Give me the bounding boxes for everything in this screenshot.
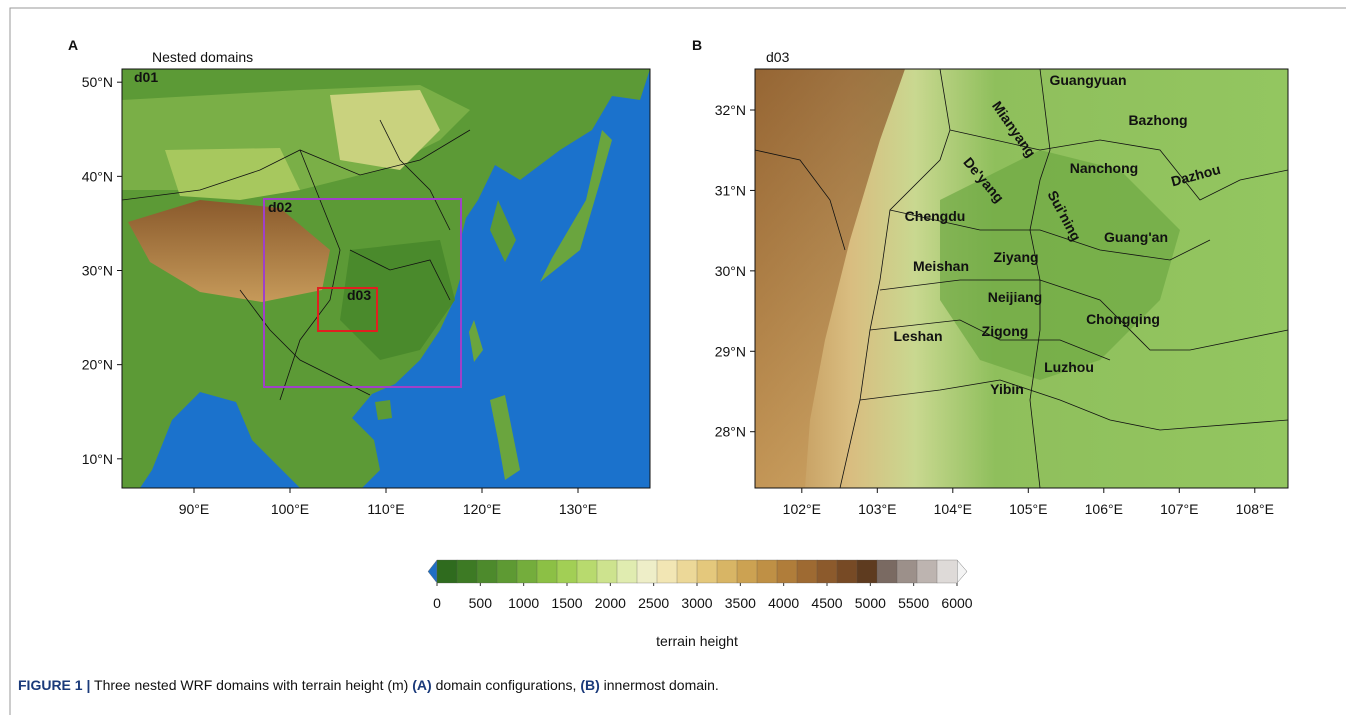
colorbar-segment bbox=[497, 560, 517, 583]
caption-part: (A) bbox=[412, 677, 431, 693]
domain-label: d03 bbox=[347, 287, 371, 303]
x-tick-label: 106°E bbox=[1085, 501, 1123, 517]
city-label: Chongqing bbox=[1086, 311, 1160, 327]
caption-part: FIGURE 1 | bbox=[18, 677, 90, 693]
colorbar-below bbox=[428, 560, 437, 583]
colorbar-tick-label: 5500 bbox=[898, 595, 929, 611]
city-label: Zigong bbox=[982, 323, 1029, 339]
city-label: Ziyang bbox=[993, 249, 1038, 265]
colorbar-segment bbox=[637, 560, 657, 583]
x-tick-label: 102°E bbox=[783, 501, 821, 517]
city-label: Bazhong bbox=[1128, 112, 1187, 128]
city-label: Leshan bbox=[893, 328, 942, 344]
colorbar-segment bbox=[557, 560, 577, 583]
x-tick-label: 110°E bbox=[367, 501, 404, 517]
colorbar-label: terrain height bbox=[656, 633, 738, 649]
x-tick-label: 105°E bbox=[1009, 501, 1047, 517]
colorbar-tick-label: 3000 bbox=[681, 595, 712, 611]
caption-part: (B) bbox=[580, 677, 599, 693]
colorbar-segment bbox=[917, 560, 937, 583]
city-label: Guangyuan bbox=[1049, 72, 1126, 88]
colorbar-segment bbox=[437, 560, 457, 583]
colorbar-segment bbox=[697, 560, 717, 583]
caption-part: innermost domain. bbox=[600, 677, 719, 693]
colorbar-tick-label: 4500 bbox=[811, 595, 842, 611]
colorbar-segment bbox=[457, 560, 477, 583]
colorbar-tick-label: 3500 bbox=[725, 595, 756, 611]
y-tick-label: 50°N bbox=[82, 74, 113, 90]
y-tick-label: 30°N bbox=[715, 263, 746, 279]
colorbar-segment bbox=[877, 560, 897, 583]
x-tick-label: 103°E bbox=[858, 501, 896, 517]
domain-label: d02 bbox=[268, 199, 292, 215]
x-tick-label: 120°E bbox=[463, 501, 501, 517]
y-tick-label: 29°N bbox=[715, 343, 746, 359]
panel-letter: A bbox=[68, 37, 78, 53]
colorbar-segment bbox=[597, 560, 617, 583]
x-tick-label: 90°E bbox=[179, 501, 210, 517]
x-tick-label: 130°E bbox=[559, 501, 597, 517]
city-label: Meishan bbox=[913, 258, 969, 274]
colorbar-above bbox=[957, 560, 967, 583]
y-tick-label: 31°N bbox=[715, 182, 746, 198]
colorbar-segment bbox=[537, 560, 557, 583]
map-a bbox=[122, 69, 650, 488]
colorbar-segment bbox=[837, 560, 857, 583]
colorbar-segment bbox=[857, 560, 877, 583]
y-tick-label: 40°N bbox=[82, 168, 113, 184]
y-tick-label: 10°N bbox=[82, 451, 113, 467]
colorbar-segment bbox=[757, 560, 777, 583]
y-tick-label: 32°N bbox=[715, 102, 746, 118]
colorbar-segment bbox=[617, 560, 637, 583]
colorbar-segment bbox=[797, 560, 817, 583]
panel-letter: B bbox=[692, 37, 702, 53]
city-label: Neijiang bbox=[988, 289, 1042, 305]
colorbar-tick-label: 1500 bbox=[551, 595, 582, 611]
colorbar-tick-label: 2000 bbox=[595, 595, 626, 611]
y-tick-label: 20°N bbox=[82, 357, 113, 373]
city-label: Chengdu bbox=[905, 208, 966, 224]
colorbar-tick-label: 0 bbox=[433, 595, 441, 611]
colorbar-segment bbox=[817, 560, 837, 583]
colorbar-segment bbox=[937, 560, 957, 583]
colorbar-segment bbox=[517, 560, 537, 583]
panel-title: Nested domains bbox=[152, 49, 253, 65]
x-tick-label: 100°E bbox=[271, 501, 309, 517]
colorbar-segment bbox=[477, 560, 497, 583]
colorbar-segment bbox=[737, 560, 757, 583]
y-tick-label: 30°N bbox=[82, 262, 113, 278]
caption: FIGURE 1 | Three nested WRF domains with… bbox=[18, 677, 719, 693]
caption-part: Three nested WRF domains with terrain he… bbox=[90, 677, 412, 693]
colorbar-segment bbox=[897, 560, 917, 583]
caption-part: domain configurations, bbox=[432, 677, 581, 693]
colorbar-tick-label: 4000 bbox=[768, 595, 799, 611]
colorbar-segment bbox=[677, 560, 697, 583]
panel-title: d03 bbox=[766, 49, 790, 65]
y-tick-label: 28°N bbox=[715, 424, 746, 440]
figure: A Nested domains 90°E 100°E 110°E 120°E 130°E 1… bbox=[0, 0, 1346, 715]
x-tick-label: 108°E bbox=[1236, 501, 1274, 517]
x-tick-label: 107°E bbox=[1160, 501, 1198, 517]
colorbar-tick-label: 1000 bbox=[508, 595, 539, 611]
colorbar-tick-label: 2500 bbox=[638, 595, 669, 611]
city-label: Yibin bbox=[990, 381, 1024, 397]
city-label: Luzhou bbox=[1044, 359, 1094, 375]
domain-label: d01 bbox=[134, 69, 158, 85]
colorbar-segment bbox=[577, 560, 597, 583]
colorbar-segment bbox=[717, 560, 737, 583]
x-tick-label: 104°E bbox=[934, 501, 972, 517]
colorbar-tick-label: 500 bbox=[469, 595, 493, 611]
colorbar-tick-label: 6000 bbox=[941, 595, 972, 611]
city-label: Nanchong bbox=[1070, 160, 1138, 176]
colorbar-tick-label: 5000 bbox=[855, 595, 886, 611]
city-label: Guang'an bbox=[1104, 229, 1168, 245]
colorbar-segment bbox=[777, 560, 797, 583]
colorbar-segment bbox=[657, 560, 677, 583]
